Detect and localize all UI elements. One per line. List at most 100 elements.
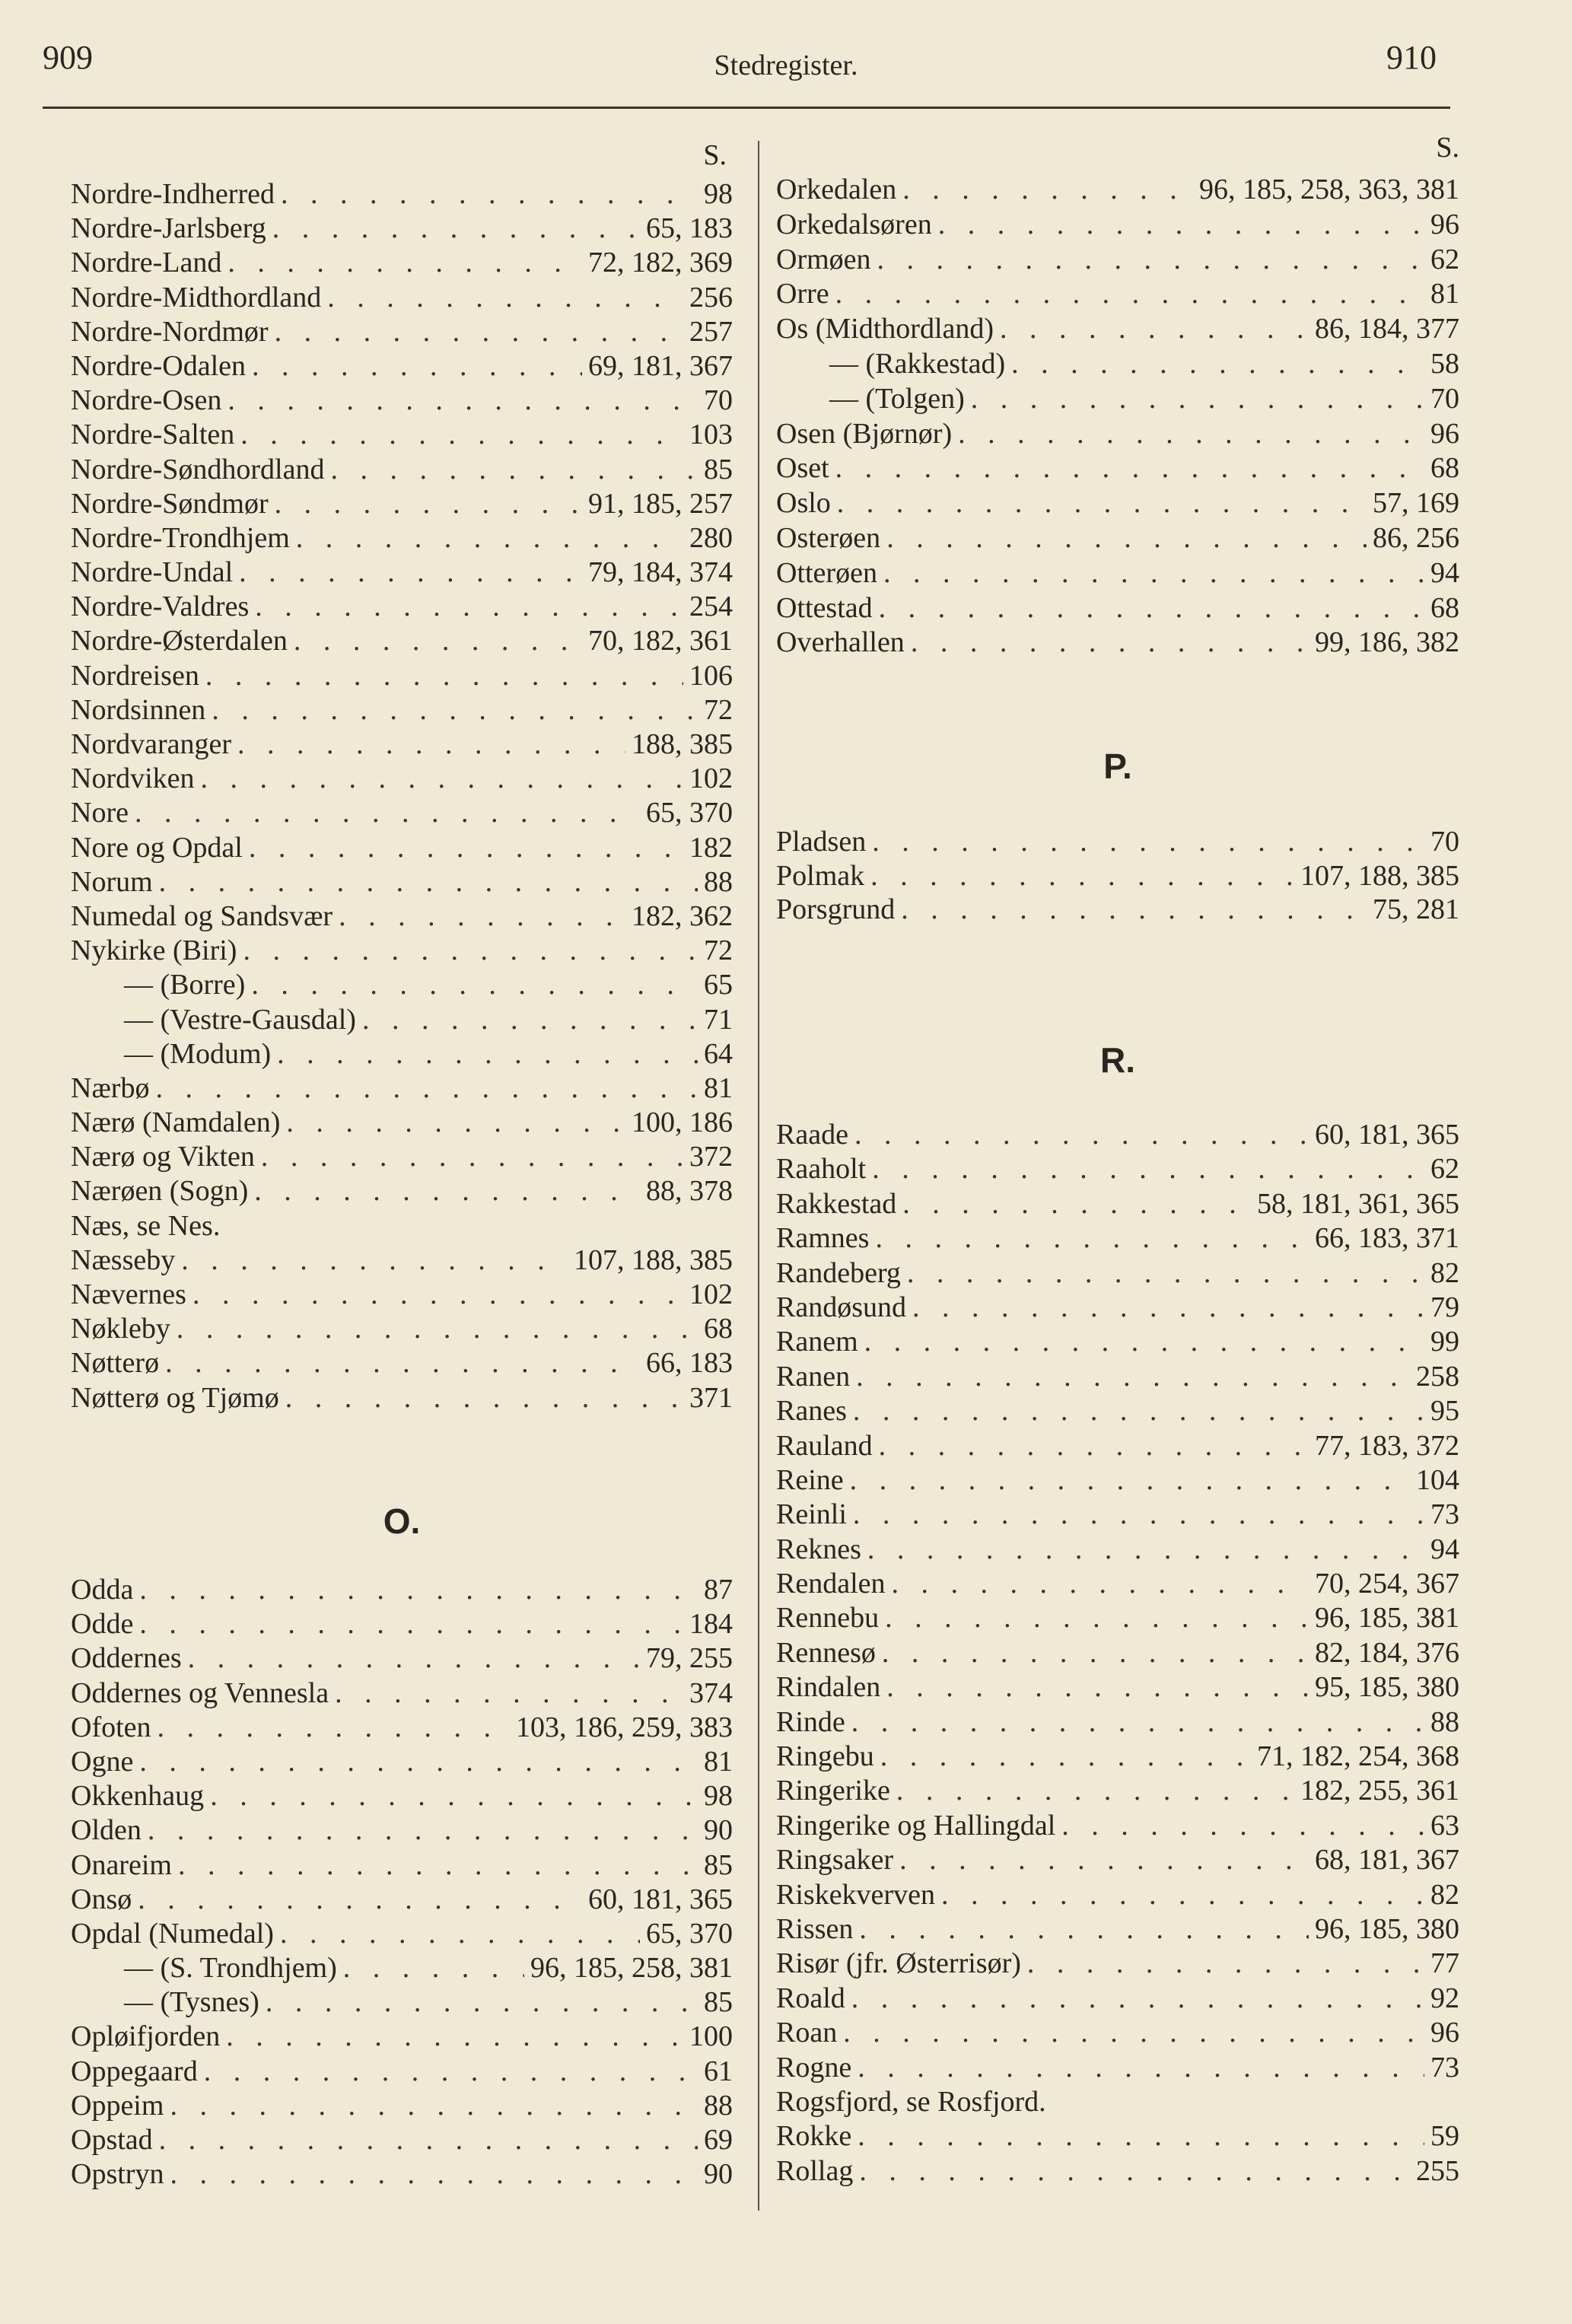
entry-pages: 100 xyxy=(689,2020,733,2053)
entry-pages: 71, 182, 254, 368 xyxy=(1257,1740,1459,1773)
entry-name: Oppeim xyxy=(71,2089,164,2122)
o-entries-continued: Orkedalen 96, 185, 258, 363, 381 Orkedalsø… xyxy=(776,175,1459,663)
dot-leader xyxy=(886,1673,1309,1702)
dot-leader xyxy=(907,1259,1424,1288)
entry-pages: 96, 185, 258, 381 xyxy=(530,1952,733,1985)
entry-name: Norum xyxy=(71,865,153,898)
index-entry: Osen (Bjørnør) 96 xyxy=(776,419,1459,454)
entry-name: Risør (jfr. Østerrisør) xyxy=(776,1947,1021,1980)
entry-pages: 94 xyxy=(1430,1533,1459,1565)
entry-pages: 85 xyxy=(704,1848,733,1881)
entry-pages: 104 xyxy=(1416,1463,1459,1496)
entry-pages: 62 xyxy=(1430,243,1459,275)
entry-pages: 258 xyxy=(1416,1360,1459,1393)
entry-pages: 68 xyxy=(1430,591,1459,624)
entry-name: Randeberg xyxy=(776,1256,901,1289)
dot-leader xyxy=(158,1713,510,1742)
entry-name: Nordre-Jarlsberg xyxy=(71,212,266,245)
entry-pages: 70 xyxy=(704,384,733,417)
entry-pages: 60, 181, 365 xyxy=(588,1883,733,1915)
dot-leader xyxy=(883,559,1424,587)
entry-name: Opstad xyxy=(71,2124,153,2156)
entry-pages: 96 xyxy=(1430,208,1459,240)
entry-pages: 254 xyxy=(689,591,733,623)
dot-leader xyxy=(859,1915,1309,1944)
index-entry: Nore og Opdal 182 xyxy=(71,833,733,868)
entry-name: Ranem xyxy=(776,1326,858,1358)
entry-pages: 255 xyxy=(1416,2154,1459,2187)
entry-pages: 68 xyxy=(1430,452,1459,485)
entry-name: — (Borre) xyxy=(124,969,246,1001)
entry-name: Reknes xyxy=(776,1533,861,1565)
entry-name: Nøtterø og Tjømø xyxy=(71,1381,279,1414)
entry-name: Nærøen (Sogn) xyxy=(71,1175,249,1208)
entry-pages: 72 xyxy=(704,934,733,967)
dot-leader xyxy=(1061,1811,1424,1840)
dot-leader xyxy=(170,2091,698,2120)
p-entries: Pladsen 70 Polmak 107, 188, 385 Porsgrund 75,… xyxy=(776,827,1459,929)
entry-name: Ottestad xyxy=(776,591,873,624)
dot-leader xyxy=(272,214,640,243)
index-entry: — (Vestre-Gausdal) 71 xyxy=(71,1005,733,1039)
entry-name: Nordre-Søndhordland xyxy=(71,453,325,485)
dot-leader xyxy=(901,895,1367,924)
dot-leader xyxy=(239,558,582,587)
entry-name: Nordsinnen xyxy=(71,693,206,726)
index-entry: Polmak 107, 188, 385 xyxy=(776,861,1459,896)
entry-name: Ringerike xyxy=(776,1775,890,1807)
entry-name: Nærø (Namdalen) xyxy=(71,1106,281,1139)
entry-pages: 106 xyxy=(689,659,733,692)
entry-pages: 87 xyxy=(704,1574,733,1606)
section-heading-r: R. xyxy=(1100,1040,1135,1080)
entry-pages: 65, 370 xyxy=(646,797,733,829)
dot-leader xyxy=(851,1708,1424,1737)
o-entries: Odda 87 Odde 184 Oddernes 79, 255 Oddernes og … xyxy=(71,1575,733,2194)
index-entry: Nærø og Vikten 372 xyxy=(71,1142,733,1176)
entry-pages: 70, 254, 367 xyxy=(1315,1568,1459,1600)
entry-name: Nordreisen xyxy=(71,659,199,692)
dot-leader xyxy=(286,1108,625,1137)
entry-pages: 69 xyxy=(704,2124,733,2156)
dot-leader xyxy=(281,180,698,209)
entry-pages: 96 xyxy=(1430,2017,1459,2049)
entry-name: Orre xyxy=(776,278,829,310)
entry-name: Raade xyxy=(776,1119,848,1151)
index-entry: Reine 104 xyxy=(776,1466,1459,1500)
entry-pages: 88 xyxy=(704,865,733,898)
entry-name: Nøkleby xyxy=(71,1313,170,1345)
entry-name: Pladsen xyxy=(776,826,867,858)
index-entry: Nordsinnen 72 xyxy=(71,696,733,730)
dot-leader xyxy=(864,1327,1424,1356)
index-entry: Rakkestad 58, 181, 361, 365 xyxy=(776,1189,1459,1224)
entry-pages: 372 xyxy=(689,1141,733,1173)
dot-leader xyxy=(854,1120,1309,1149)
dot-leader xyxy=(892,1569,1309,1598)
section-heading-p: P. xyxy=(1103,747,1132,786)
dot-leader xyxy=(899,1845,1309,1874)
entry-name: — (Tolgen) xyxy=(829,382,965,415)
entry-pages: 69, 181, 367 xyxy=(588,349,733,382)
dot-leader xyxy=(210,1781,698,1810)
dot-leader xyxy=(277,1039,698,1068)
dot-leader xyxy=(327,283,683,312)
entry-name: Okkenhaug xyxy=(71,1780,205,1813)
dot-leader xyxy=(159,2125,698,2154)
entry-pages: 103, 186, 259, 383 xyxy=(516,1711,733,1743)
index-entry: Osterøen 86, 256 xyxy=(776,524,1459,559)
dot-leader xyxy=(138,1885,582,1914)
dot-leader xyxy=(285,1383,683,1412)
index-entry: Nordre-Osen 70 xyxy=(71,386,733,420)
index-entry: — (S. Trondhjem) 96, 185, 258, 381 xyxy=(71,1953,733,1988)
entry-name: Overhallen xyxy=(776,626,905,659)
dot-leader xyxy=(139,1575,698,1604)
index-entry: Nordre-Søndhordland 85 xyxy=(71,455,733,489)
entry-pages: 182 xyxy=(689,831,733,864)
entry-pages: 70 xyxy=(1430,826,1459,858)
index-entry: Norum 88 xyxy=(71,868,733,902)
entry-pages: 256 xyxy=(689,281,733,314)
dot-leader xyxy=(902,175,1193,204)
index-entry: Rogne 73 xyxy=(776,2053,1459,2087)
dot-leader xyxy=(296,524,683,552)
dot-leader xyxy=(204,2057,698,2086)
index-entry: Opdal (Numedal) 65, 370 xyxy=(71,1919,733,1953)
